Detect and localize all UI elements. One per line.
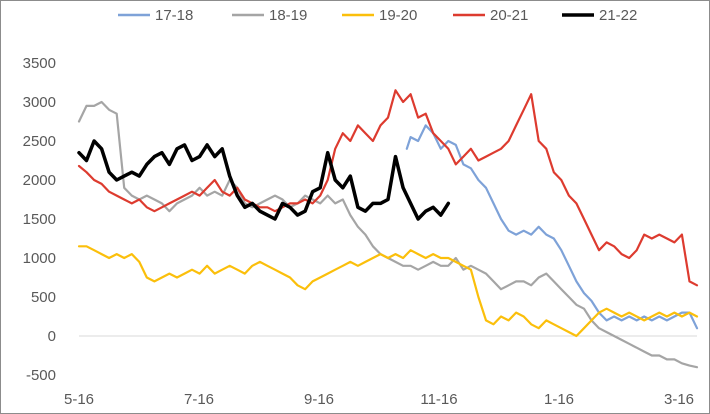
- y-tick-label: 1000: [23, 250, 56, 267]
- x-tick-label: 7-16: [184, 391, 214, 408]
- y-tick-label: 2500: [23, 133, 56, 150]
- series-line-18-19: [77, 100, 699, 369]
- y-tick-label: 1500: [23, 211, 56, 228]
- y-tick-label: 3000: [23, 94, 56, 111]
- x-tick-label: 3-16: [664, 391, 694, 408]
- y-tick-label: 500: [31, 289, 56, 306]
- y-axis: -500 0 500 1000 1500 2000 2500 3000 3500: [23, 55, 56, 384]
- legend-label-18-19: 18-19: [269, 7, 307, 24]
- y-tick-label: -500: [26, 367, 56, 384]
- legend-label-19-20: 19-20: [379, 7, 417, 24]
- legend-label-21-22: 21-22: [599, 7, 637, 24]
- x-tick-label: 5-16: [64, 391, 94, 408]
- x-tick-label: 9-16: [304, 391, 334, 408]
- legend: 17-18 18-19 19-20 20-21 21-22: [118, 7, 637, 24]
- legend-label-17-18: 17-18: [155, 7, 193, 24]
- x-axis: 5-16 7-16 9-16 11-16 1-16 3-16: [64, 335, 697, 408]
- series-line-19-20: [77, 245, 699, 338]
- y-tick-label: 2000: [23, 172, 56, 189]
- series-line-21-22: [77, 139, 451, 221]
- y-tick-label: 0: [48, 328, 56, 345]
- legend-label-20-21: 20-21: [490, 7, 528, 24]
- y-tick-label: 3500: [23, 55, 56, 72]
- series-lines: [77, 89, 699, 369]
- series-line-17-18: [405, 124, 699, 330]
- x-tick-label: 11-16: [420, 391, 457, 408]
- series-line-20-21: [77, 89, 699, 287]
- x-tick-label: 1-16: [544, 391, 574, 408]
